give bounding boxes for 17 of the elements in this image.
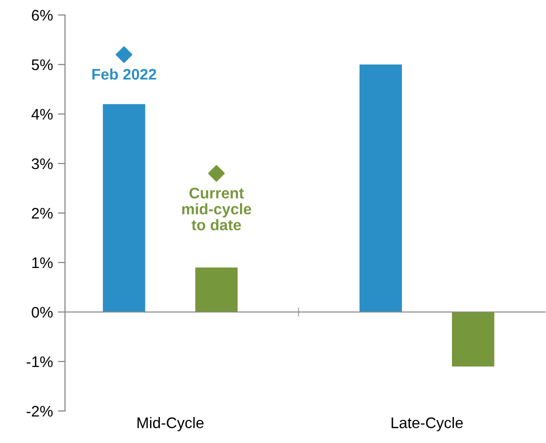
- x-tick-label: Late-Cycle: [392, 417, 463, 432]
- bar: [452, 312, 494, 366]
- x-tick-label: Mid-Cycle: [138, 417, 204, 432]
- y-tick-label: 6%: [32, 10, 53, 21]
- y-tick-label: 5%: [32, 59, 53, 70]
- y-tick-label: -2%: [26, 406, 53, 417]
- series-label: Feb 2022: [92, 68, 156, 80]
- y-tick-label: 0%: [32, 306, 53, 318]
- bar: [360, 64, 402, 312]
- y-tick-label: -1%: [26, 356, 53, 368]
- y-tick-label: 4%: [31, 108, 53, 120]
- y-tick-label: 2%: [32, 208, 53, 219]
- series-label: Current mid-cycle to date: [182, 188, 252, 230]
- bar: [102, 104, 146, 312]
- y-tick-label: 3%: [32, 158, 53, 170]
- bar: [195, 267, 238, 312]
- y-tick-label: 1%: [32, 257, 53, 268]
